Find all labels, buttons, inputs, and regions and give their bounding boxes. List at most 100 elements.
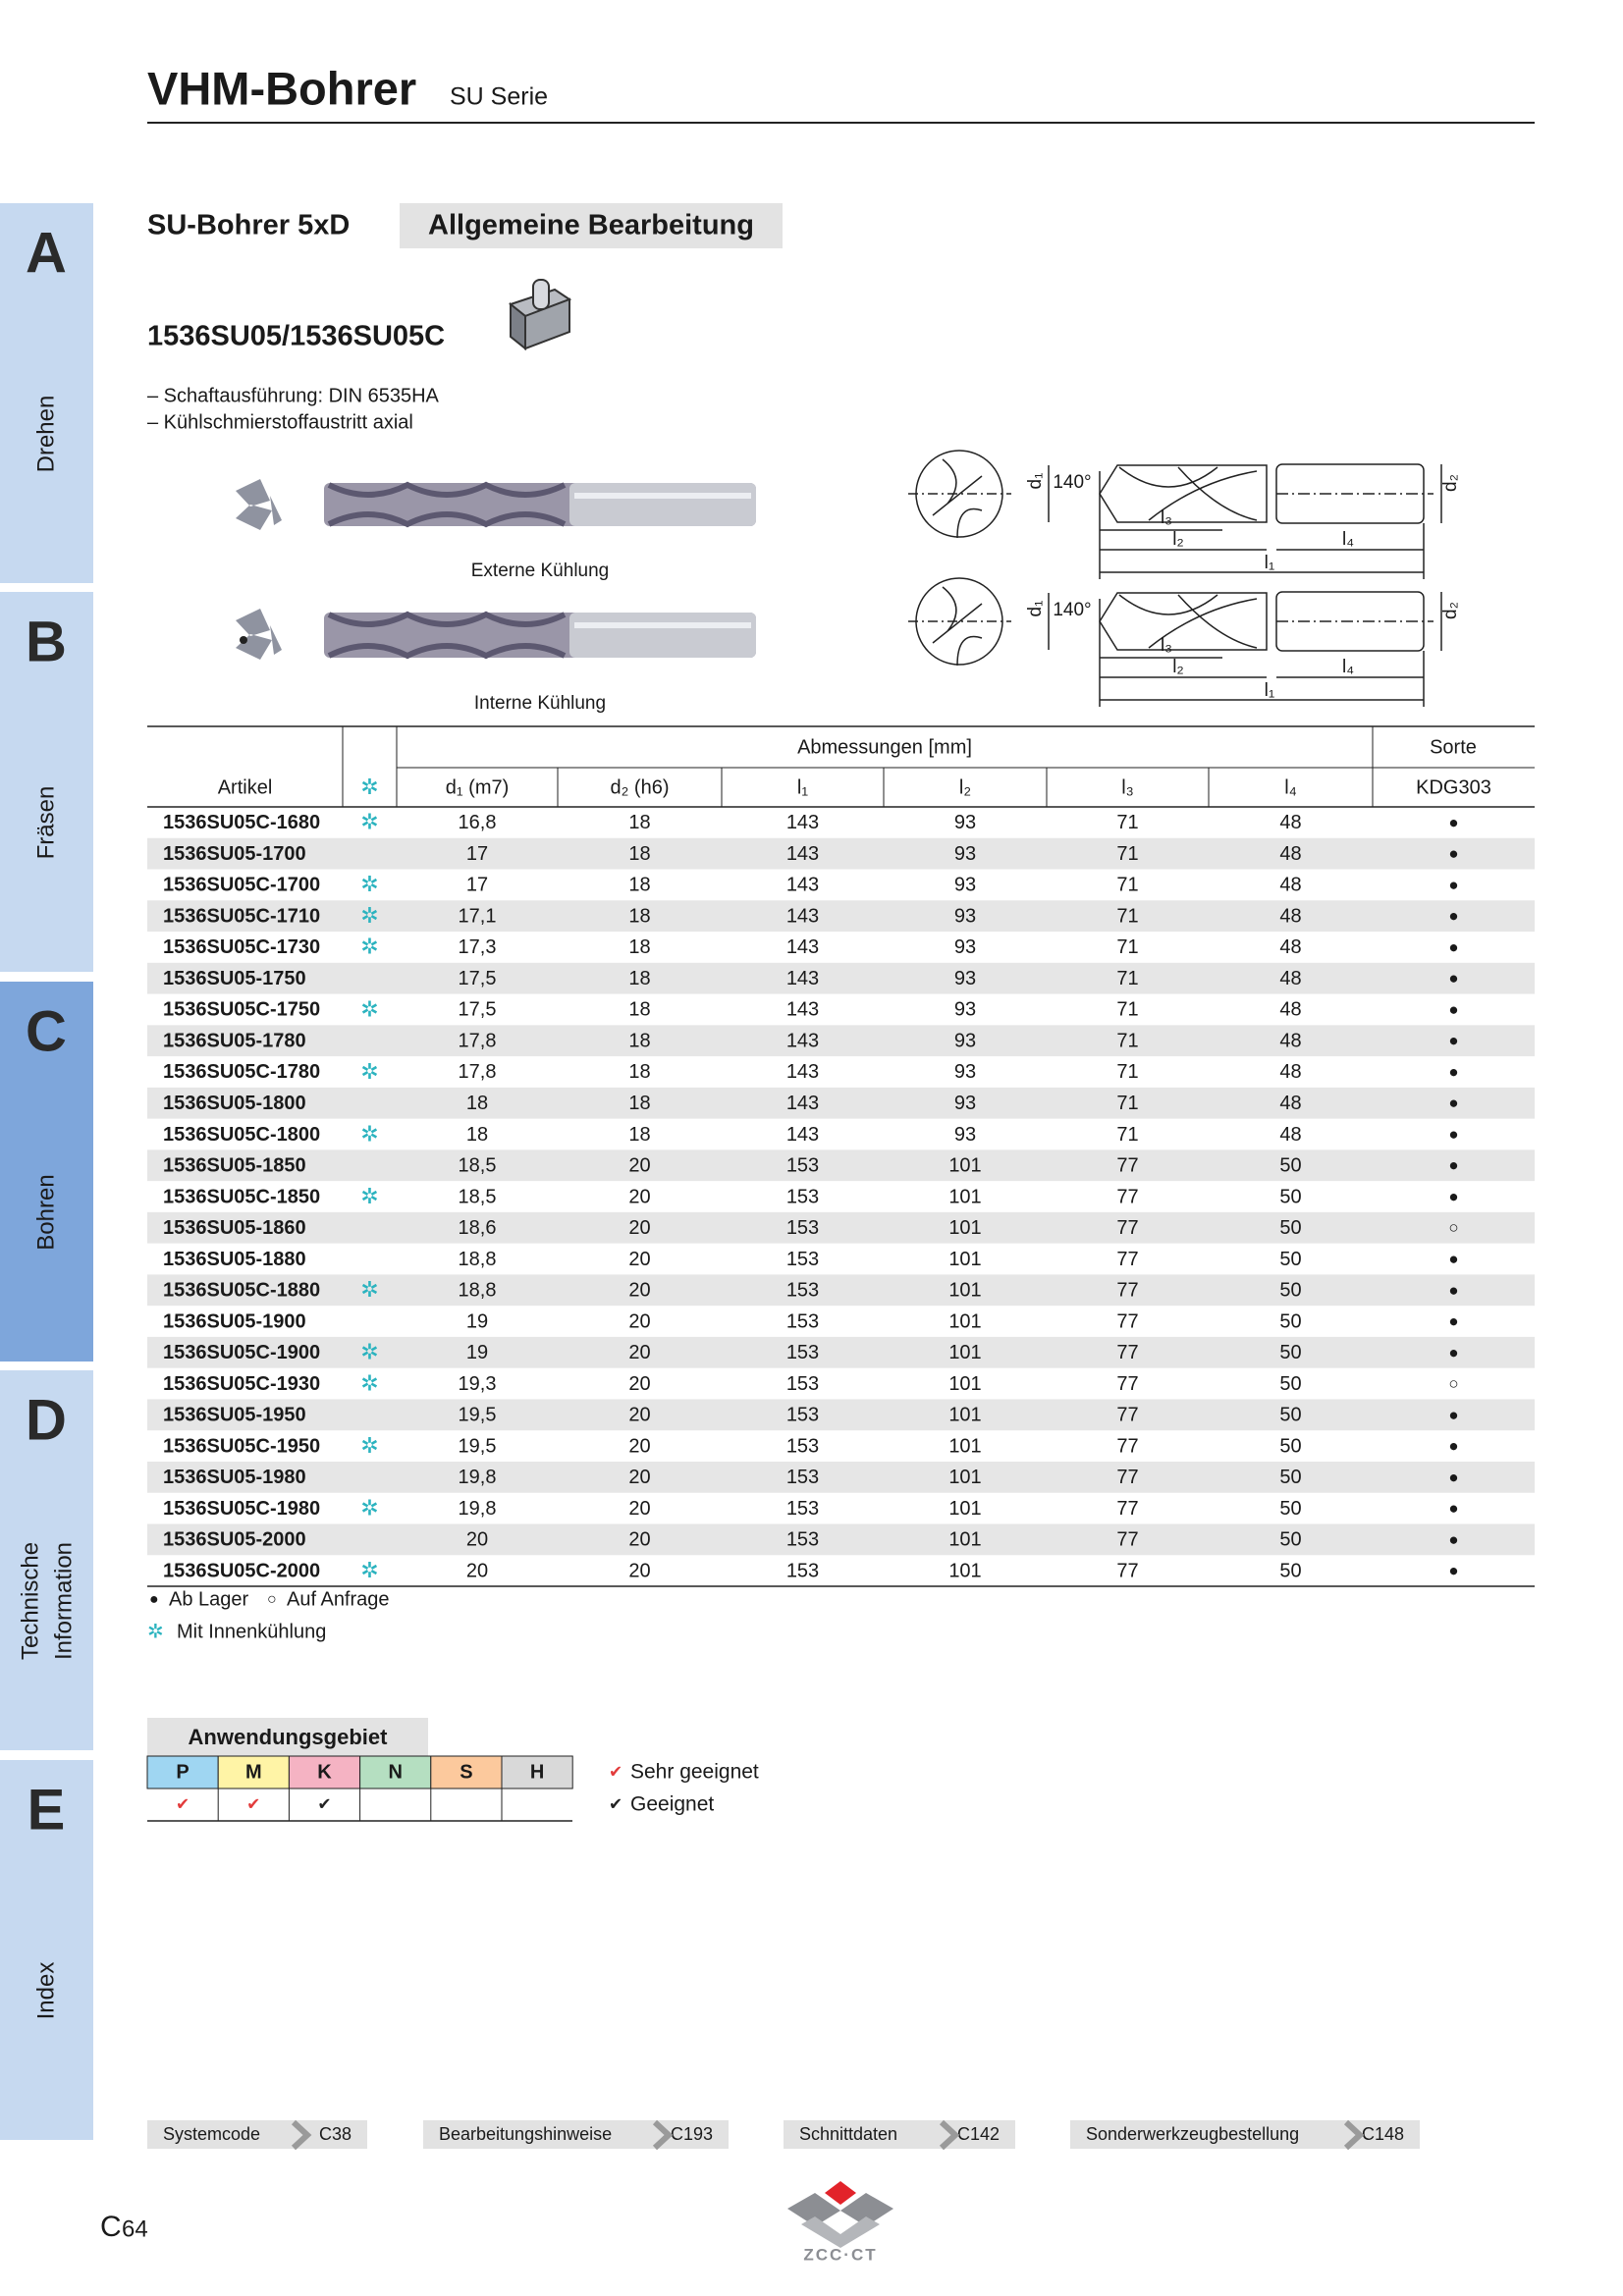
dimension-value: 143	[786, 968, 819, 989]
dimension-value: 93	[954, 1124, 976, 1146]
link-label[interactable]: Systemcode	[163, 2124, 260, 2144]
column-header: Artikel	[218, 776, 273, 798]
logo-mark	[787, 2181, 893, 2248]
row-shade	[147, 1274, 1535, 1307]
tab-label: Drehen	[32, 396, 59, 473]
availability-mark: ●	[1448, 1468, 1458, 1486]
cooling-mark: ✲	[360, 1433, 378, 1458]
row-shade	[147, 1149, 1535, 1182]
dimension-value: 101	[948, 1186, 981, 1207]
availability-mark: ●	[1448, 907, 1458, 926]
dimension-value: 101	[948, 1405, 981, 1426]
dimension-value: 143	[786, 905, 819, 927]
dimension-value: 143	[786, 1030, 819, 1051]
availability-mark: ●	[1448, 969, 1458, 988]
link-page[interactable]: C142	[957, 2124, 1000, 2144]
dimension-value: 71	[1116, 1030, 1138, 1051]
dimension-label: l₄	[1342, 657, 1354, 677]
link-label[interactable]: Sonderwerkzeugbestellung	[1086, 2124, 1299, 2144]
dimension-label: d₂	[1440, 474, 1461, 492]
link-arrow[interactable]	[939, 2119, 960, 2151]
link-arrow[interactable]	[1343, 2119, 1365, 2151]
link-page[interactable]: C148	[1362, 2124, 1404, 2144]
tab-background[interactable]	[0, 1370, 93, 1750]
availability-mark: ●	[1448, 1437, 1458, 1456]
tab-letter: E	[27, 1778, 66, 1842]
tab-background[interactable]	[0, 592, 93, 972]
material-label: M	[245, 1761, 262, 1783]
dimension-value: 77	[1116, 1467, 1138, 1488]
link-arrow[interactable]	[652, 2119, 674, 2151]
link-background[interactable]	[784, 2120, 1015, 2149]
availability-mark: ●	[1448, 1281, 1458, 1300]
link-background[interactable]	[423, 2120, 729, 2149]
legend-text: Mit Innenkühlung	[177, 1621, 326, 1642]
dimension-value: 18,5	[459, 1155, 497, 1177]
link-label[interactable]: Schnittdaten	[799, 2124, 897, 2144]
material-cell	[288, 1755, 361, 1789]
page-number: 64	[122, 2216, 148, 2242]
availability-mark: ●	[1448, 813, 1458, 831]
dimension-value: 153	[786, 1155, 819, 1177]
tab-background[interactable]	[0, 982, 93, 1362]
row-shade	[147, 1399, 1535, 1431]
dimension-value: 143	[786, 999, 819, 1021]
dimension-value: 17,1	[459, 905, 497, 927]
article-code: 1536SU05C-1700	[163, 875, 320, 896]
link-page[interactable]: C193	[671, 2124, 713, 2144]
dimension-value: 48	[1279, 968, 1301, 989]
link-label[interactable]: Bearbeitungshinweise	[439, 2124, 612, 2144]
dimension-value: 20	[628, 1529, 650, 1551]
tab-label: Technische	[17, 1542, 43, 1660]
dimension-value: 153	[786, 1249, 819, 1270]
dimension-value: 18,6	[459, 1217, 497, 1239]
dimension-value: 101	[948, 1280, 981, 1302]
section-category: Allgemeine Bearbeitung	[428, 210, 754, 241]
dimension-value: 18	[628, 999, 650, 1021]
dimension-label: d₁	[1025, 601, 1046, 617]
article-code: 1536SU05-1750	[163, 968, 306, 989]
footer-link[interactable]: Bearbeitungshinweise C193	[423, 2119, 729, 2151]
dimension-value: 77	[1116, 1560, 1138, 1581]
cooling-mark: ✲	[360, 1121, 378, 1146]
dimension-value: 50	[1279, 1467, 1301, 1488]
availability-mark: ●	[1448, 1000, 1458, 1019]
footer-link[interactable]: Systemcode C38	[147, 2119, 367, 2151]
dimension-value: 143	[786, 843, 819, 865]
tab-letter: A	[26, 221, 67, 285]
link-arrow[interactable]	[291, 2119, 312, 2151]
link-page[interactable]: C38	[319, 2124, 352, 2144]
tab-background[interactable]	[0, 203, 93, 583]
article-code: 1536SU05-1860	[163, 1217, 306, 1239]
dimension-value: 101	[948, 1249, 981, 1270]
dimension-value: 143	[786, 936, 819, 958]
dimension-value: 93	[954, 812, 976, 833]
dimension-value: 17,8	[459, 1061, 497, 1083]
dimension-value: 16,8	[459, 812, 497, 833]
cooling-mark: ✲	[360, 1184, 378, 1208]
dimension-value: 20	[466, 1529, 488, 1551]
dimension-value: 18	[628, 936, 650, 958]
availability-mark: ●	[1448, 844, 1458, 863]
link-background[interactable]	[147, 2120, 367, 2149]
dimension-label: l₁	[1265, 680, 1275, 701]
dimension-value: 93	[954, 936, 976, 958]
material-label: N	[388, 1761, 402, 1783]
row-shade	[147, 1336, 1535, 1368]
material-cell	[146, 1755, 219, 1789]
dimension-value: 48	[1279, 936, 1301, 958]
dimension-value: 101	[948, 1342, 981, 1363]
dimension-value: 93	[954, 968, 976, 989]
drill-tip	[1099, 592, 1268, 651]
footer-link[interactable]: Schnittdaten C142	[784, 2119, 1015, 2151]
footer-links: Systemcode C38 Bearbeitungshinweise C193 Sch…	[147, 2119, 1420, 2151]
availability-mark: ●	[1448, 1312, 1458, 1331]
tab-background[interactable]	[0, 1760, 93, 2140]
article-code: 1536SU05C-1880	[163, 1280, 320, 1302]
dimension-value: 101	[948, 1529, 981, 1551]
article-code: 1536SU05C-1850	[163, 1186, 320, 1207]
footer-link[interactable]: Sonderwerkzeugbestellung C148	[1070, 2119, 1420, 2151]
legend-text: Ab Lager	[169, 1588, 249, 1610]
article-code: 1536SU05-1800	[163, 1093, 306, 1114]
